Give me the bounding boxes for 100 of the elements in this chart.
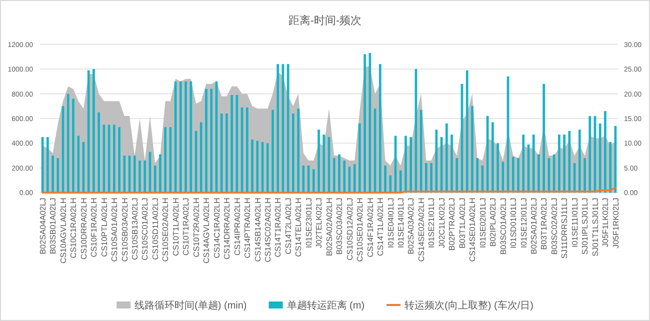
x-tick-label: I01SD01I01LJ: [509, 198, 518, 248]
x-tick-label: CS14AGVLA02LH: [202, 197, 212, 264]
bar: [92, 69, 95, 193]
bar: [338, 154, 340, 193]
x-tick-label: B03T1RA02LJ: [540, 198, 549, 250]
x-tick-label: CS14SB14A02LH: [253, 197, 262, 262]
bar: [364, 54, 366, 193]
x-tick-label: CS14SC02A02LH: [264, 197, 273, 262]
bar: [496, 143, 499, 193]
bar: [276, 64, 280, 193]
x-tick-label: CS10T1RA02LJ: [182, 198, 191, 256]
bar: [200, 122, 202, 193]
bar: [343, 160, 346, 193]
x-tick-label: CS14PTRA02LH: [243, 197, 252, 258]
x-tick-label: CS14T1LA02LH: [376, 197, 386, 256]
x-tick-label: B03SC01A02LJ: [498, 198, 508, 255]
x-tick-label: CS10T1LA02LH: [171, 197, 180, 256]
bar: [425, 163, 428, 193]
bar: [112, 124, 116, 193]
x-tick-label: CS10C1RA02LH: [69, 197, 78, 258]
bar: [604, 111, 606, 193]
bar: [322, 134, 326, 193]
bar: [471, 106, 474, 193]
x-tick-label: J02TELK02LJ: [314, 198, 324, 248]
bar: [368, 52, 372, 193]
bar: [578, 130, 581, 193]
bar: [522, 134, 525, 193]
x-tick-label: SJ11DRRSJ11LJ: [560, 198, 570, 259]
x-tick-label: CS10AGVLA02LH: [58, 197, 68, 264]
bar: [318, 130, 320, 193]
bar: [378, 64, 382, 193]
x-tick-label: B02SA04A02LJ: [38, 198, 48, 254]
x-tick-label: CS10PTLA02LH: [100, 197, 109, 257]
x-tick-label: CS14SE01A02LH: [468, 197, 478, 262]
bar: [144, 160, 146, 193]
legend-label: 转运频次(向上取整) (车次/日): [404, 300, 534, 312]
x-tick-label: I01SE11I01LJ: [570, 198, 580, 248]
x-tick-label: I01SE21I01LJ: [427, 198, 436, 248]
bar: [77, 136, 80, 193]
bar: [179, 81, 182, 193]
bar: [286, 64, 290, 193]
x-tick-label: CS10SA01A02LH: [110, 197, 120, 262]
bar: [466, 70, 468, 193]
bar: [46, 137, 49, 193]
bar: [389, 175, 392, 193]
bar: [609, 142, 612, 193]
bar: [445, 123, 448, 193]
x-tick-label: CS14T2LA02LJ: [284, 198, 293, 254]
bar: [598, 123, 602, 193]
x-tick-label: I01SE23I01LJ: [304, 198, 314, 248]
bar: [164, 127, 166, 193]
x-tick-label: B03SB01A02LJ: [48, 198, 58, 254]
bar: [272, 110, 274, 193]
x-tick-label: B02IPLA02LJ: [488, 198, 498, 247]
bar: [358, 123, 361, 193]
bar: [353, 164, 356, 193]
x-tick-label: SJ01IPLSJ01LJ: [580, 198, 590, 255]
x-tick-label: SJ01T1LSJ01LJ: [590, 198, 600, 256]
x-tick-label: J05F1RK02LJ: [611, 198, 620, 248]
x-tick-label: I01SE14I01LJ: [396, 198, 406, 248]
bar: [292, 114, 294, 193]
x-tick-label: J02C1LK02LJ: [437, 198, 446, 248]
bar: [588, 116, 592, 193]
bar: [450, 134, 453, 193]
bar: [66, 94, 70, 193]
bar: [297, 108, 300, 193]
bar: [512, 156, 514, 193]
bar: [256, 140, 259, 193]
x-tick-label: CS10T2RA02LH: [192, 197, 201, 258]
bar: [220, 114, 223, 193]
bar: [502, 162, 504, 193]
x-tick-label: I01SE02I01LJ: [478, 198, 488, 248]
x-tick-label: CS14F1RA02LH: [366, 197, 375, 258]
bar: [159, 154, 162, 193]
x-tick-label: CS10SC01A02LJ: [140, 198, 150, 260]
bar: [230, 95, 233, 193]
bar: [538, 154, 540, 193]
x-tick-label: CS14SE02A02LH: [416, 197, 426, 262]
x-tick-label: B02SA01A02LJ: [530, 198, 538, 254]
bar: [476, 158, 479, 193]
x-tick-label: CS10DRRA02LH: [79, 197, 88, 260]
x-tick-label: B03SC03A02LJ: [335, 198, 344, 255]
x-tick-label: CS10SE02A02LH: [161, 197, 170, 262]
bar: [404, 136, 407, 193]
bar: [302, 165, 305, 193]
x-tick-label: CS10SE01A02LH: [356, 197, 365, 262]
bar: [542, 84, 546, 193]
bar: [123, 156, 126, 193]
bar: [384, 165, 386, 193]
bar: [312, 169, 315, 193]
bar: [205, 88, 208, 193]
x-tick-label: CS10SB13A02LJ: [130, 198, 140, 260]
x-tick-label: B02SA03A02LJ: [406, 198, 416, 254]
bar: [584, 158, 586, 193]
bar: [226, 114, 228, 193]
x-tick-label: CS14T1RA02LH: [274, 197, 283, 258]
bar: [190, 81, 192, 193]
bar: [133, 156, 136, 193]
x-tick-label: B03T1LA02LJ: [458, 198, 467, 248]
bar: [558, 134, 560, 193]
